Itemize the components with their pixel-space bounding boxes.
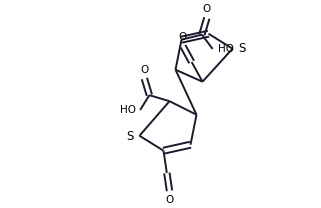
Text: S: S <box>238 42 245 55</box>
Text: HO: HO <box>218 44 234 54</box>
Text: O: O <box>179 32 187 42</box>
Text: HO: HO <box>120 105 136 115</box>
Text: O: O <box>140 65 149 75</box>
Text: O: O <box>165 195 174 205</box>
Text: S: S <box>127 130 134 143</box>
Text: O: O <box>203 4 211 14</box>
